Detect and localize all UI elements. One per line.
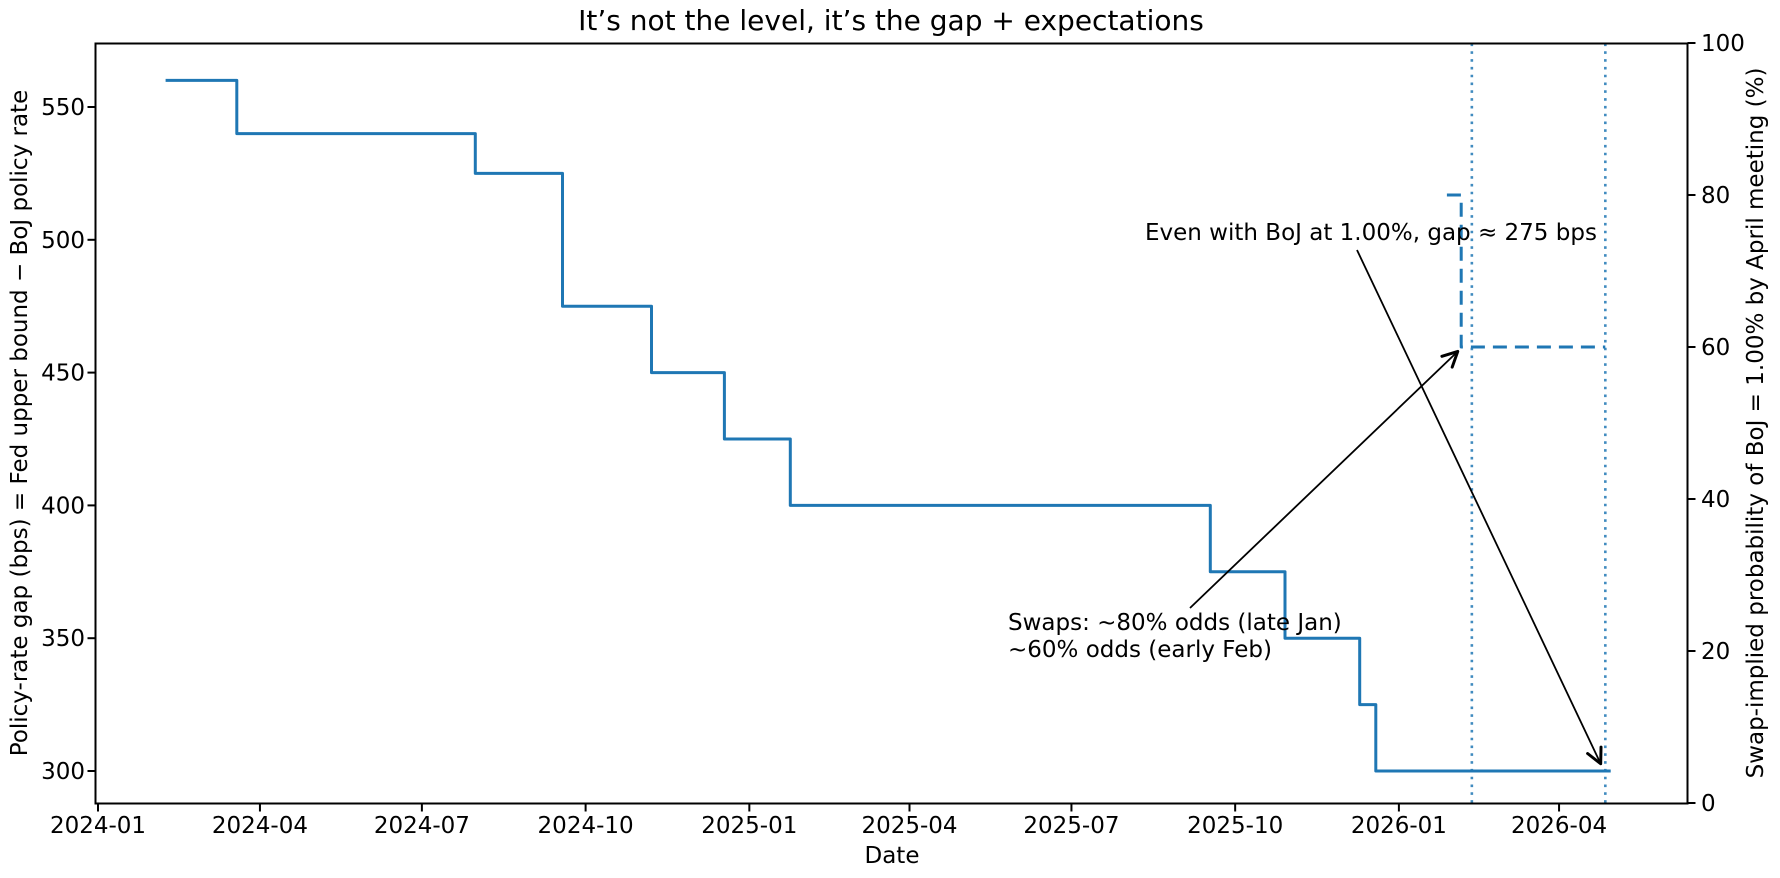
- plot-border: [94, 42, 1689, 805]
- y-right-tick-label: 40: [1701, 487, 1730, 513]
- chart-title: It’s not the level, it’s the gap + expec…: [578, 4, 1204, 37]
- x-axis-label: Date: [865, 843, 920, 869]
- y-left-tick-label: 400: [41, 493, 85, 519]
- x-tick-label: 2024-07: [374, 813, 470, 839]
- y-left-tick-label: 350: [41, 626, 85, 652]
- x-tick-label: 2025-04: [861, 813, 957, 839]
- x-tick-label: 2025-07: [1023, 813, 1119, 839]
- x-tick-label: 2025-10: [1187, 813, 1283, 839]
- annotations-layer: Even with BoJ at 1.00%, gap ≈ 275 bps Swa…: [1008, 220, 1603, 766]
- x-tick-label: 2025-01: [701, 813, 797, 839]
- gap-annotation-text: Even with BoJ at 1.00%, gap ≈ 275 bps: [1145, 220, 1597, 246]
- x-tick-label: 2024-01: [50, 813, 146, 839]
- y-axis-label-right: Swap-implied probability of BoJ = 1.00% …: [1743, 68, 1769, 779]
- y-right-tick-label: 60: [1701, 335, 1730, 361]
- y-right-tick-label: 80: [1701, 183, 1730, 209]
- y-right-tick-label: 0: [1701, 791, 1716, 817]
- y-axis-label-left: Policy-rate gap (bps) = Fed upper bound …: [7, 90, 33, 756]
- y-left-tick-label: 450: [41, 361, 85, 387]
- x-tick-label: 2026-04: [1511, 813, 1607, 839]
- swaps-annotation-arrow: [1189, 349, 1460, 609]
- axes-layer: 2024-01 2024-04 2024-07 2024-10 2025-01 2025-…: [41, 31, 1745, 839]
- y-left-tick-label: 300: [41, 759, 85, 785]
- y-left-tick-label: 500: [41, 228, 85, 254]
- gap-step-line: [165, 78, 1611, 773]
- y-right-tick-label: 100: [1701, 31, 1745, 57]
- swaps-annotation-text: Swaps: ~80% odds (late Jan) ~60% odds (ea…: [1008, 610, 1342, 663]
- x-tick-label: 2024-04: [212, 813, 308, 839]
- x-tick-label: 2024-10: [538, 813, 634, 839]
- probability-dashed-line: [1446, 193, 1606, 349]
- meeting-vlines-layer: [1470, 43, 1607, 804]
- y-right-tick-label: 20: [1701, 639, 1730, 665]
- series-layer: [165, 78, 1611, 773]
- gap-annotation-arrow: [1356, 249, 1603, 766]
- y-left-tick-label: 550: [41, 95, 85, 121]
- x-tick-label: 2026-01: [1351, 813, 1447, 839]
